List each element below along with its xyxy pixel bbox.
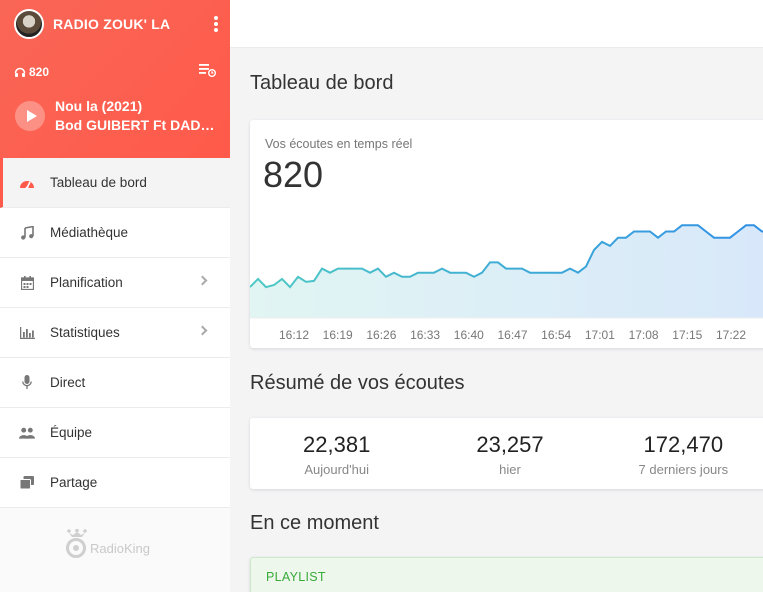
nav-label: Statistiques bbox=[50, 325, 120, 340]
nav-item-direct[interactable]: Direct bbox=[0, 358, 230, 408]
track-title: Nou la (2021) bbox=[55, 98, 143, 114]
chart-x-tick-label: 16:54 bbox=[541, 328, 571, 342]
radioking-logo: RadioKing bbox=[66, 529, 150, 558]
top-bar bbox=[230, 0, 763, 48]
listener-count: 820 bbox=[14, 65, 49, 79]
nav-label: Tableau de bord bbox=[50, 175, 147, 190]
chart-area bbox=[250, 225, 763, 318]
chart-x-tick-label: 16:40 bbox=[454, 328, 484, 342]
realtime-label: Vos écoutes en temps réel bbox=[265, 137, 413, 151]
play-button[interactable] bbox=[15, 101, 45, 131]
play-icon bbox=[26, 110, 37, 122]
nav-label: Équipe bbox=[50, 425, 93, 440]
chevron-right-icon bbox=[197, 275, 208, 286]
playlist-panel[interactable]: PLAYLIST bbox=[250, 557, 763, 592]
nav-item-mediatheque[interactable]: Médiathèque bbox=[0, 208, 230, 258]
stat-yesterday: 23,257 hier bbox=[423, 418, 596, 489]
team-icon bbox=[19, 425, 35, 441]
track-artist: Bod GUIBERT Ft DADD... bbox=[55, 117, 220, 133]
stat-value: 23,257 bbox=[476, 432, 544, 457]
station-avatar bbox=[14, 9, 44, 39]
station-header[interactable]: RADIO ZOUK' LA bbox=[14, 9, 170, 39]
chart-x-tick-label: 16:47 bbox=[497, 328, 527, 342]
queue-history-icon[interactable] bbox=[199, 63, 216, 77]
chart-x-tick-label: 16:19 bbox=[323, 328, 353, 342]
stat-label: hier bbox=[499, 462, 521, 477]
current-track: Nou la (2021) Bod GUIBERT Ft DADD... bbox=[55, 98, 220, 133]
playlist-label: PLAYLIST bbox=[266, 570, 326, 584]
nav-label: Planification bbox=[50, 275, 123, 290]
nav-item-equipe[interactable]: Équipe bbox=[0, 408, 230, 458]
summary-card: 22,381 Aujourd'hui 23,257 hier 172,470 7… bbox=[250, 418, 763, 489]
chart-x-tick-label: 17:15 bbox=[672, 328, 702, 342]
radioking-disc-icon bbox=[66, 538, 86, 558]
chart-x-tick-label: 17:08 bbox=[629, 328, 659, 342]
dashboard-gauge-icon bbox=[19, 175, 35, 191]
crown-icon bbox=[67, 529, 87, 537]
main-nav: Tableau de bord Médiathèque Planificatio… bbox=[0, 158, 230, 508]
chart-x-tick-label: 16:33 bbox=[410, 328, 440, 342]
music-note-icon bbox=[19, 225, 35, 241]
nav-label: Direct bbox=[50, 375, 86, 390]
listener-count-value: 820 bbox=[29, 65, 50, 79]
chart-series-line bbox=[250, 224, 763, 289]
stat-label: Aujourd'hui bbox=[304, 462, 369, 477]
stat-value: 172,470 bbox=[643, 432, 724, 457]
now-playing-header: RADIO ZOUK' LA 820 Nou la (2021) Bod GUI… bbox=[0, 0, 230, 158]
summary-title: Résumé de vos écoutes bbox=[250, 372, 465, 394]
station-name: RADIO ZOUK' LA bbox=[53, 16, 171, 32]
realtime-listens-card: Vos écoutes en temps réel 820 16:12 16:19… bbox=[250, 120, 763, 348]
stat-7-days: 172,470 7 derniers jours bbox=[597, 418, 763, 489]
chart-x-tick-label: 17:22 bbox=[716, 328, 746, 342]
realtime-listens-chart: 16:12 16:19 16:26 16:33 16:40 16:47 16:54 17:01… bbox=[250, 224, 763, 342]
stat-value: 22,381 bbox=[303, 432, 371, 457]
chart-x-tick-label: 16:12 bbox=[279, 328, 309, 342]
chevron-right-icon bbox=[197, 325, 208, 336]
nav-item-tableau-de-bord[interactable]: Tableau de bord bbox=[0, 158, 230, 208]
share-icon bbox=[19, 475, 35, 491]
stat-today: 22,381 Aujourd'hui bbox=[250, 418, 423, 489]
chart-x-tick-label: 16:26 bbox=[366, 328, 396, 342]
nav-label: Partage bbox=[50, 475, 98, 490]
sidebar: RADIO ZOUK' LA 820 Nou la (2021) Bod GUI… bbox=[0, 0, 230, 592]
more-options-icon[interactable] bbox=[214, 16, 218, 32]
bar-chart-icon bbox=[19, 325, 35, 341]
microphone-icon bbox=[19, 375, 35, 391]
now-title: En ce moment bbox=[250, 512, 379, 534]
nav-item-planification[interactable]: Planification bbox=[0, 258, 230, 308]
chart-x-tick-label: 17:01 bbox=[585, 328, 615, 342]
headphones-icon bbox=[14, 67, 26, 77]
nav-item-statistiques[interactable]: Statistiques bbox=[0, 308, 230, 358]
page-title: Tableau de bord bbox=[250, 72, 394, 94]
stat-label: 7 derniers jours bbox=[638, 462, 729, 477]
nav-label: Médiathèque bbox=[50, 225, 129, 240]
calendar-icon bbox=[19, 275, 35, 291]
brand-name: RadioKing bbox=[90, 540, 150, 556]
nav-item-partage[interactable]: Partage bbox=[0, 458, 230, 508]
realtime-value: 820 bbox=[263, 154, 324, 195]
